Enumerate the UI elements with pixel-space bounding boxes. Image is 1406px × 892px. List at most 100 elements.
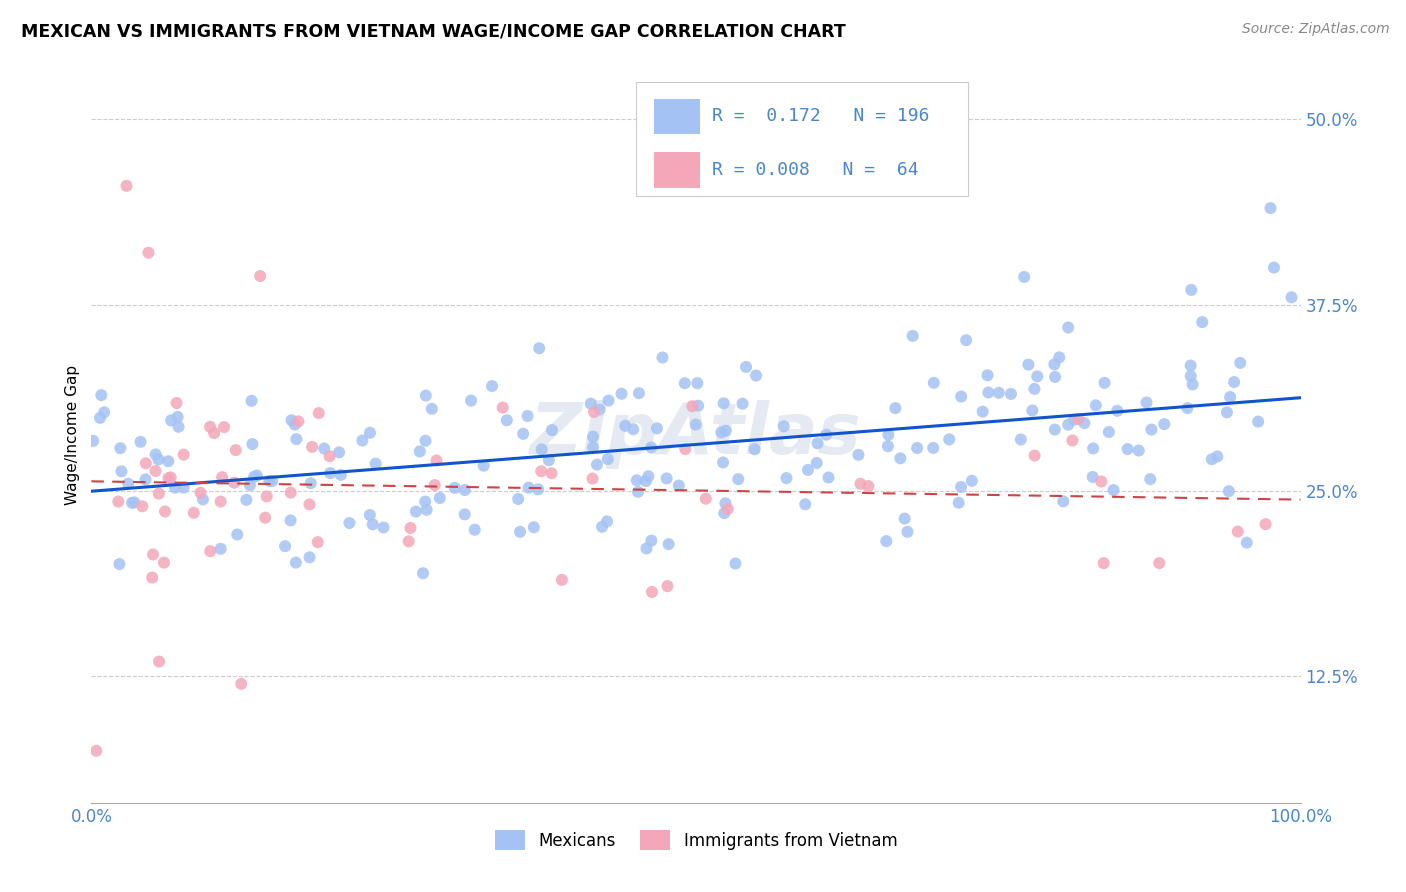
Point [183,506,205,520]
Point [1177,401,1199,416]
Point [889,451,911,466]
Point [256,490,278,504]
Point [977,385,1000,400]
Point [586,458,609,472]
Point [950,390,973,404]
Point [695,491,717,506]
Point [481,379,503,393]
Point [905,441,928,455]
Point [848,448,870,462]
Point [685,417,707,432]
Point [972,404,994,418]
Point [280,485,302,500]
Point [1062,434,1084,448]
Bar [654,153,700,187]
Point [1260,201,1282,215]
Point [673,442,696,456]
Point [948,496,970,510]
Point [610,386,633,401]
Point [1226,524,1249,539]
Point [529,341,551,355]
Point [359,425,381,440]
Point [115,178,138,193]
Point [527,483,550,497]
Point [1017,358,1039,372]
Point [987,385,1010,400]
Point [1218,484,1240,499]
Point [415,388,437,402]
Point [711,455,734,469]
Point [1073,416,1095,430]
Point [492,401,515,415]
Point [280,413,302,427]
Point [634,474,657,488]
Bar [654,98,700,134]
Point [415,503,437,517]
Point [1084,398,1107,412]
Point [243,470,266,484]
Point [772,419,794,434]
Point [287,414,309,428]
Point [413,494,436,508]
Point [745,368,768,383]
Point [537,453,560,467]
Point [1057,320,1080,334]
Point [285,432,308,446]
Point [142,548,165,562]
Point [1043,423,1066,437]
Point [541,423,564,437]
Point [153,556,176,570]
Y-axis label: Wage/Income Gap: Wage/Income Gap [65,365,80,505]
Point [121,496,143,510]
Point [858,479,880,493]
Point [714,496,737,510]
Point [713,396,735,410]
Point [190,485,212,500]
Point [596,515,619,529]
Point [1153,417,1175,431]
Point [211,470,233,484]
Point [598,393,620,408]
Point [472,458,495,473]
Point [614,418,637,433]
Point [339,516,361,530]
Text: Source: ZipAtlas.com: Source: ZipAtlas.com [1241,22,1389,37]
Point [775,471,797,485]
Point [108,557,131,571]
Point [359,508,381,522]
Point [512,426,534,441]
Point [922,376,945,390]
Point [673,376,696,391]
Point [724,557,747,571]
Point [530,442,553,457]
Point [1219,390,1241,404]
Legend: Mexicans, Immigrants from Vietnam: Mexicans, Immigrants from Vietnam [488,823,904,857]
Text: R = 0.008   N =  64: R = 0.008 N = 64 [711,161,918,179]
Point [284,417,307,432]
Point [744,442,766,457]
Point [1057,417,1080,432]
Point [1247,415,1270,429]
Point [131,500,153,514]
Point [1180,369,1202,384]
Point [508,491,530,506]
Point [226,527,249,541]
Point [259,474,281,488]
Point [797,463,820,477]
Point [198,419,221,434]
Text: MEXICAN VS IMMIGRANTS FROM VIETNAM WAGE/INCOME GAP CORRELATION CHART: MEXICAN VS IMMIGRANTS FROM VIETNAM WAGE/… [21,22,846,40]
Point [405,505,427,519]
Point [1012,269,1035,284]
Point [681,399,703,413]
Point [582,405,605,419]
Point [110,441,132,455]
Point [1206,450,1229,464]
Point [84,744,107,758]
Point [299,476,322,491]
Point [249,268,271,283]
Point [1026,369,1049,384]
Point [1263,260,1285,275]
Point [1102,483,1125,497]
Point [124,495,146,509]
Point [298,550,321,565]
